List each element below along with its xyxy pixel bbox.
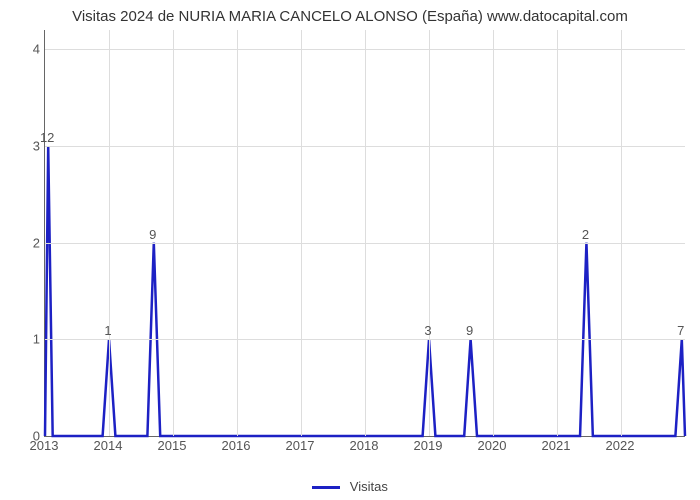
peak-label: 7 bbox=[677, 323, 684, 338]
y-tick-label: 3 bbox=[10, 139, 40, 154]
peak-label: 2 bbox=[582, 227, 589, 242]
chart-title: Visitas 2024 de NURIA MARIA CANCELO ALON… bbox=[0, 8, 700, 25]
x-tick-label: 2016 bbox=[222, 438, 251, 453]
x-tick-label: 2017 bbox=[286, 438, 315, 453]
peak-label: 12 bbox=[40, 130, 54, 145]
x-tick-label: 2014 bbox=[94, 438, 123, 453]
grid-line-v bbox=[173, 30, 174, 436]
grid-line-v bbox=[557, 30, 558, 436]
x-tick-label: 2020 bbox=[478, 438, 507, 453]
x-tick-label: 2015 bbox=[158, 438, 187, 453]
x-tick-label: 2019 bbox=[414, 438, 443, 453]
grid-line-v bbox=[429, 30, 430, 436]
peak-label: 3 bbox=[424, 323, 431, 338]
peak-label: 9 bbox=[466, 323, 473, 338]
y-tick-label: 1 bbox=[10, 332, 40, 347]
x-tick-label: 2018 bbox=[350, 438, 379, 453]
y-tick-label: 2 bbox=[10, 235, 40, 250]
grid-line-v bbox=[365, 30, 366, 436]
grid-line-v bbox=[621, 30, 622, 436]
x-tick-label: 2021 bbox=[542, 438, 571, 453]
grid-line-v bbox=[237, 30, 238, 436]
grid-line-v bbox=[109, 30, 110, 436]
grid-line-v bbox=[493, 30, 494, 436]
x-tick-label: 2022 bbox=[606, 438, 635, 453]
x-tick-label: 2013 bbox=[30, 438, 59, 453]
peak-label: 1 bbox=[104, 323, 111, 338]
chart-container: Visitas 2024 de NURIA MARIA CANCELO ALON… bbox=[0, 0, 700, 500]
legend: Visitas bbox=[0, 479, 700, 494]
grid-line-v bbox=[301, 30, 302, 436]
legend-swatch bbox=[312, 486, 340, 489]
legend-label: Visitas bbox=[350, 479, 388, 494]
peak-label: 9 bbox=[149, 227, 156, 242]
y-tick-label: 4 bbox=[10, 42, 40, 57]
